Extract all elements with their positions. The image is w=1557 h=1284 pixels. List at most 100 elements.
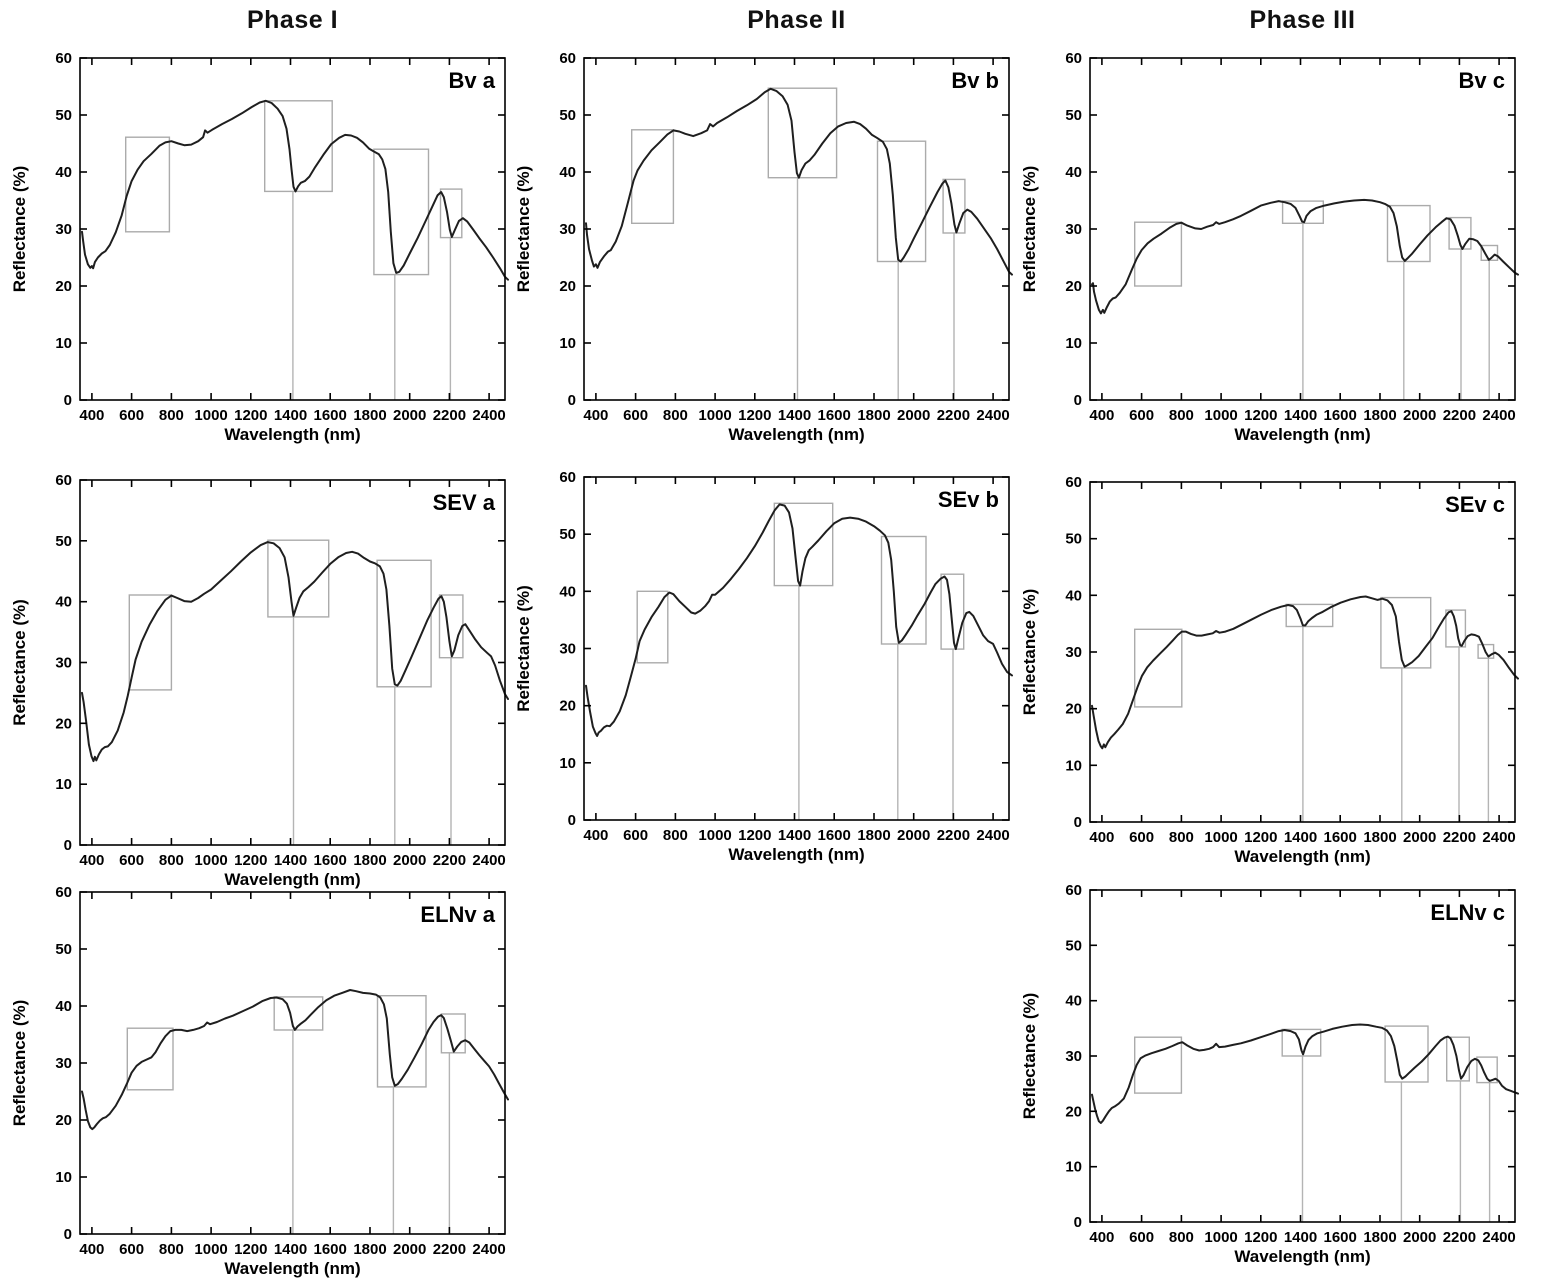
svg-text:20: 20 [55, 278, 72, 295]
svg-text:Wavelength (nm): Wavelength (nm) [224, 870, 360, 889]
svg-text:1800: 1800 [857, 827, 890, 844]
svg-text:2400: 2400 [472, 852, 505, 869]
svg-text:1000: 1000 [1204, 407, 1237, 424]
svg-text:Wavelength (nm): Wavelength (nm) [224, 1259, 360, 1278]
svg-text:1400: 1400 [274, 852, 307, 869]
svg-text:20: 20 [559, 278, 576, 295]
svg-text:ELNv c: ELNv c [1430, 900, 1505, 925]
svg-text:1400: 1400 [274, 407, 307, 424]
svg-text:SEv c: SEv c [1445, 492, 1505, 517]
subplot-elnv-a: 400 600 800 1000 1200 1400 1600 1800 2000 2200 240… [8, 878, 518, 1284]
svg-text:600: 600 [1129, 1229, 1154, 1246]
svg-text:600: 600 [119, 407, 144, 424]
svg-text:1000: 1000 [194, 852, 227, 869]
svg-text:Bv b: Bv b [951, 68, 999, 93]
svg-text:50: 50 [55, 533, 72, 550]
column-title-phase-i: Phase I [246, 6, 339, 34]
svg-text:2200: 2200 [937, 827, 970, 844]
svg-text:10: 10 [1065, 757, 1082, 774]
svg-text:50: 50 [55, 107, 72, 124]
svg-text:30: 30 [55, 221, 72, 238]
svg-text:60: 60 [55, 884, 72, 901]
svg-text:2200: 2200 [433, 1241, 466, 1258]
svg-text:800: 800 [1169, 1229, 1194, 1246]
svg-text:30: 30 [1065, 644, 1082, 661]
svg-text:0: 0 [568, 392, 576, 409]
svg-text:1800: 1800 [353, 1241, 386, 1258]
svg-text:600: 600 [1129, 829, 1154, 846]
svg-text:2200: 2200 [1443, 407, 1476, 424]
svg-text:1800: 1800 [1363, 829, 1396, 846]
svg-text:60: 60 [559, 469, 576, 486]
svg-text:400: 400 [1089, 829, 1114, 846]
svg-text:Wavelength (nm): Wavelength (nm) [728, 845, 864, 864]
subplot-elnv-c: 400 600 800 1000 1200 1400 1600 1800 2000 2200 240… [1018, 876, 1528, 1272]
svg-text:Bv a: Bv a [449, 68, 496, 93]
chart-svg-bv-b: 400 600 800 1000 1200 1400 1600 1800 2000 2200 240… [514, 50, 1013, 444]
svg-text:2400: 2400 [976, 407, 1009, 424]
svg-text:10: 10 [55, 1169, 72, 1186]
svg-text:1200: 1200 [1244, 407, 1277, 424]
svg-text:Reflectance (%): Reflectance (%) [1020, 166, 1039, 293]
svg-text:0: 0 [64, 392, 72, 409]
svg-text:0: 0 [568, 812, 576, 829]
svg-text:2200: 2200 [433, 407, 466, 424]
svg-text:1000: 1000 [698, 827, 731, 844]
svg-text:Reflectance (%): Reflectance (%) [1020, 993, 1039, 1120]
svg-text:2400: 2400 [976, 827, 1009, 844]
svg-text:2000: 2000 [393, 852, 426, 869]
svg-text:50: 50 [1065, 531, 1082, 548]
svg-text:600: 600 [623, 827, 648, 844]
svg-text:Reflectance (%): Reflectance (%) [10, 166, 29, 293]
svg-text:1800: 1800 [1363, 1229, 1396, 1246]
svg-text:2000: 2000 [1403, 1229, 1436, 1246]
svg-text:20: 20 [1065, 1103, 1082, 1120]
svg-text:30: 30 [1065, 221, 1082, 238]
svg-text:400: 400 [1089, 1229, 1114, 1246]
svg-text:Reflectance (%): Reflectance (%) [514, 585, 533, 712]
svg-text:1200: 1200 [738, 407, 771, 424]
svg-text:2000: 2000 [897, 407, 930, 424]
svg-text:2200: 2200 [433, 852, 466, 869]
subplot-bv-b: 400 600 800 1000 1200 1400 1600 1800 2000 2200 240… [512, 44, 1022, 450]
svg-text:Bv c: Bv c [1459, 68, 1505, 93]
column-title-phase-iii: Phase III [1249, 6, 1356, 34]
svg-text:400: 400 [583, 407, 608, 424]
svg-text:20: 20 [559, 698, 576, 715]
svg-text:SEv b: SEv b [938, 487, 999, 512]
svg-text:2000: 2000 [1403, 407, 1436, 424]
svg-text:800: 800 [159, 852, 184, 869]
svg-text:30: 30 [559, 641, 576, 658]
svg-text:1000: 1000 [194, 407, 227, 424]
svg-text:400: 400 [583, 827, 608, 844]
svg-text:1200: 1200 [1244, 1229, 1277, 1246]
svg-text:1400: 1400 [274, 1241, 307, 1258]
svg-text:2400: 2400 [1482, 407, 1515, 424]
svg-text:2000: 2000 [1403, 829, 1436, 846]
svg-text:60: 60 [55, 50, 72, 67]
svg-text:400: 400 [79, 407, 104, 424]
svg-text:1200: 1200 [738, 827, 771, 844]
chart-svg-bv-a: 400 600 800 1000 1200 1400 1600 1800 2000 2200 240… [10, 50, 509, 444]
svg-text:600: 600 [623, 407, 648, 424]
svg-text:20: 20 [1065, 701, 1082, 718]
svg-text:1600: 1600 [1324, 829, 1357, 846]
chart-svg-sev-b: 400 600 800 1000 1200 1400 1600 1800 2000 2200 240… [514, 469, 1013, 864]
svg-text:600: 600 [119, 852, 144, 869]
svg-text:0: 0 [64, 837, 72, 854]
svg-text:60: 60 [1065, 50, 1082, 67]
subplot-sev-a: 400 600 800 1000 1200 1400 1600 1800 2000 2200 240… [8, 466, 518, 895]
svg-text:Wavelength (nm): Wavelength (nm) [224, 425, 360, 444]
svg-text:600: 600 [1129, 407, 1154, 424]
svg-text:SEV a: SEV a [433, 490, 496, 515]
svg-text:50: 50 [559, 526, 576, 543]
svg-text:1600: 1600 [314, 1241, 347, 1258]
svg-text:40: 40 [55, 164, 72, 181]
svg-text:60: 60 [55, 472, 72, 489]
svg-text:10: 10 [1065, 1159, 1082, 1176]
subplot-bv-a: 400 600 800 1000 1200 1400 1600 1800 2000 2200 240… [8, 44, 518, 450]
svg-text:2200: 2200 [1443, 1229, 1476, 1246]
subplot-sev-c: 400 600 800 1000 1200 1400 1600 1800 2000 2200 240… [1018, 468, 1528, 872]
svg-text:60: 60 [1065, 882, 1082, 899]
svg-text:1000: 1000 [1204, 1229, 1237, 1246]
